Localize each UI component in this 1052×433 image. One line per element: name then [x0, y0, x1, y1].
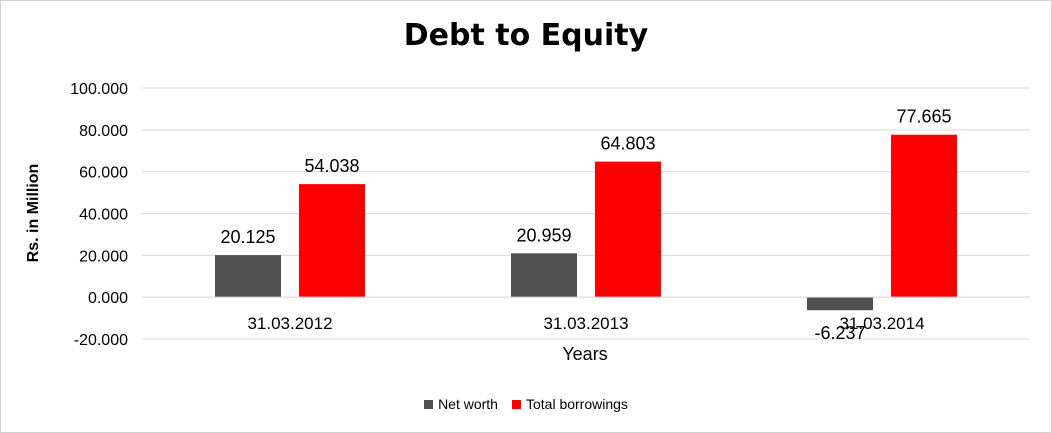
y-tick-label: 100.000: [70, 81, 128, 98]
bar-net-worth: [215, 255, 281, 298]
bar-total-borrowings: [595, 161, 661, 298]
bar-total-borrowings: [299, 184, 365, 298]
bar-net-worth: [807, 297, 873, 311]
data-label: 20.959: [516, 225, 571, 245]
y-tick-label: 80.000: [79, 123, 128, 140]
y-tick-label: 0.000: [88, 290, 128, 307]
data-label: -6.237: [814, 323, 865, 343]
data-label: 20.125: [220, 227, 275, 247]
y-tick-label: 40.000: [79, 207, 128, 224]
legend-swatch-net-worth: [424, 399, 434, 409]
x-tick-label: 31.03.2014: [839, 314, 924, 333]
data-label: 77.665: [896, 107, 951, 127]
legend-item-net-worth: Net worth: [424, 396, 498, 412]
y-tick-label: -20.000: [74, 332, 128, 349]
legend-label-net-worth: Net worth: [438, 396, 498, 412]
x-tick-label: 31.03.2012: [247, 314, 332, 333]
legend-label-total-borrowings: Total borrowings: [525, 396, 628, 412]
legend-swatch-total-borrowings: [511, 399, 521, 409]
legend: Net worth Total borrowings: [0, 396, 1052, 412]
x-tick-label: 31.03.2013: [543, 314, 628, 333]
chart-title: Debt to Equity: [403, 18, 649, 53]
data-label: 64.803: [600, 134, 655, 154]
x-axis-label: Years: [562, 344, 608, 364]
bar-net-worth: [511, 253, 577, 298]
data-label: 54.038: [304, 156, 359, 176]
bar-total-borrowings: [891, 134, 957, 298]
legend-item-total-borrowings: Total borrowings: [511, 396, 628, 412]
y-tick-label: 60.000: [79, 165, 128, 182]
y-tick-label: 20.000: [79, 248, 128, 265]
